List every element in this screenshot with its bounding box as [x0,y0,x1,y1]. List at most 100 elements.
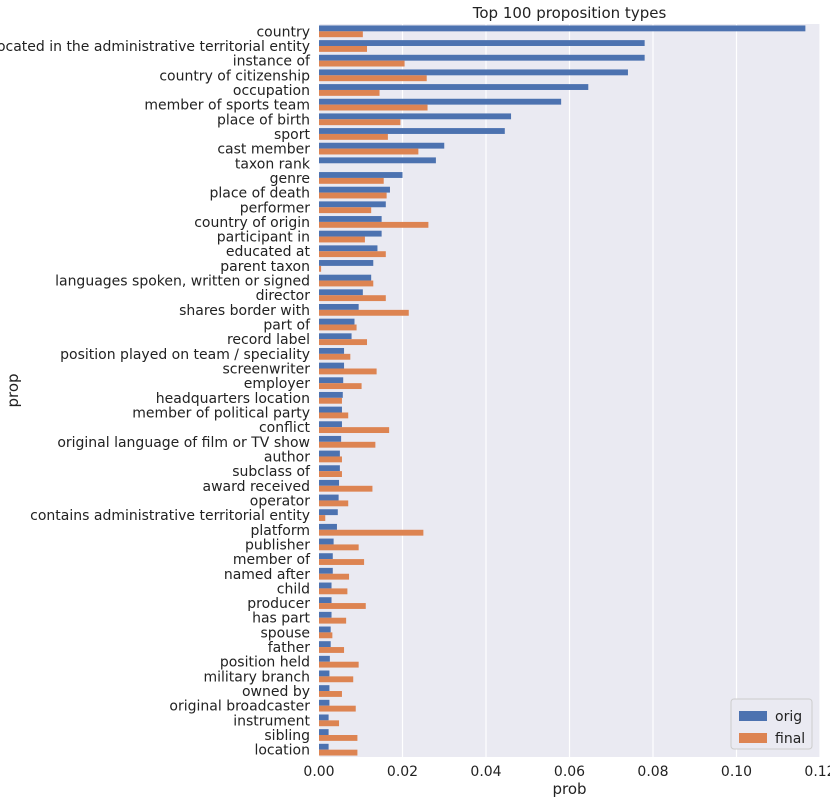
bar-orig [319,391,343,398]
bar-orig [319,670,330,677]
legend-swatch-final [739,733,767,743]
bar-final [319,441,376,448]
y-tick-label: conflict [259,420,311,436]
legend-label-final: final [775,731,805,747]
x-tick-label: 0.02 [387,764,418,780]
bar-orig [319,347,345,354]
x-tick-label: 0.08 [637,764,668,780]
x-tick-labels: 0.00 0.02 0.04 0.06 0.08 0.10 0.12 [303,764,830,780]
bar-orig [319,465,340,472]
bar-orig [319,567,333,574]
y-tick-label: location [254,743,310,759]
bar-final [319,265,322,272]
bar-orig [319,113,512,120]
bar-orig [319,509,338,516]
bar-orig [319,743,329,750]
bar-orig [319,729,329,736]
bar-final [319,617,347,624]
bar-final [319,60,405,67]
bar-final [319,456,342,463]
bar-final [319,89,380,96]
bar-final [319,500,349,507]
bar-orig [319,142,445,149]
bar-final [319,339,368,346]
chart-title: Top 100 proposition types [472,4,667,22]
y-tick-label: cast member [217,142,310,158]
bar-final [319,104,428,111]
y-tick-label: original language of film or TV show [57,435,310,451]
y-tick-label: has part [252,611,310,627]
bar-orig [319,40,645,46]
y-tick-label: instance of [233,54,311,70]
bar-final [319,397,342,404]
bar-orig [319,84,589,90]
bar-orig [319,611,332,618]
y-tick-label: country of origin [194,215,310,231]
y-tick-label: sport [274,127,311,143]
x-tick-label: 0.10 [721,764,752,780]
bar-final [319,661,359,668]
bar-final [319,236,365,243]
y-axis-label: prop [4,373,22,407]
y-tick-label: father [268,640,310,656]
bar-final [319,412,349,419]
bar-final [319,383,362,390]
bar-final [319,515,326,521]
bar-orig [319,333,352,340]
bar-final [319,691,342,697]
bar-final [319,471,342,477]
y-tick-label: position held [220,655,310,671]
y-tick-label: subclass of [232,464,311,480]
bar-final [319,353,351,360]
bar-orig [319,245,378,252]
bar-final [319,177,384,184]
x-tick-label: 0.06 [554,764,585,780]
y-tick-label: place of birth [217,112,310,128]
bar-final [319,529,424,536]
bar-orig [319,230,382,237]
bar-final [319,735,358,741]
y-tick-label: headquarters location [156,391,310,407]
y-tick-label: producer [247,596,310,612]
y-tick-label: genre [270,171,310,187]
legend-label-orig: orig [775,709,802,725]
bar-final [319,192,387,199]
bar-final [319,485,373,492]
y-tick-label: participant in [217,230,310,246]
bar-orig [319,172,403,178]
y-tick-label: shares border with [179,303,310,319]
bar-orig [319,714,329,721]
x-tick-label: 0.00 [303,764,334,780]
bar-orig [319,538,334,545]
bar-orig [319,655,330,662]
bar-orig [319,377,344,384]
x-tick-label: 0.04 [470,764,501,780]
bar-final [319,295,386,302]
bar-orig [319,54,645,61]
y-tick-label: place of death [209,186,310,202]
bar-final [319,75,427,82]
bar-final [319,207,372,214]
legend-swatch-orig [739,711,767,721]
y-tick-label: performer [240,200,311,216]
bar-orig [319,362,345,369]
y-tick-label: director [256,288,311,304]
bar-orig [319,553,333,560]
bar-orig [319,626,331,633]
bar-orig [319,641,331,648]
y-tick-label: occupation [233,83,310,99]
y-tick-label: platform [251,523,311,539]
bar-final [319,221,429,228]
y-tick-label: author [264,449,310,465]
bar-orig [319,435,342,442]
y-tick-label: named after [224,567,310,583]
y-tick-label: sibling [264,728,310,744]
bar-final [319,705,356,712]
y-tick-label: taxon rank [235,156,311,172]
bar-final [319,368,377,375]
bar-orig [319,289,363,296]
y-tick-label: publisher [245,537,310,553]
bar-final [319,251,386,258]
y-tick-label: record label [227,332,310,348]
